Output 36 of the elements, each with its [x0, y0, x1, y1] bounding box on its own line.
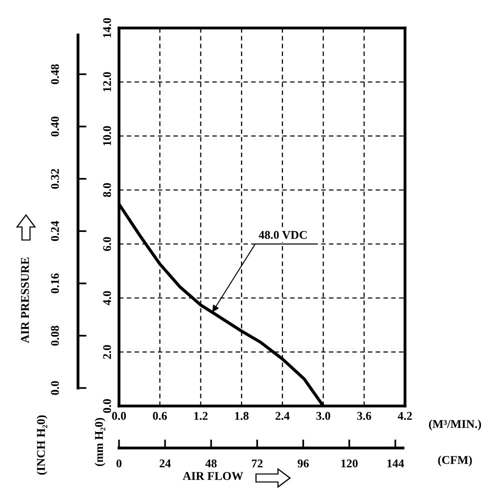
y-tick-label: 14.0 [103, 18, 112, 38]
x2-tick-label: 0 [116, 459, 122, 468]
y-tick-label: 12.0 [103, 72, 112, 92]
x2-tick-label: 72 [252, 459, 263, 468]
x2-tick-label: 96 [298, 459, 309, 468]
y2-tick-label: 0.16 [50, 273, 59, 294]
x-tick-label: 0.0 [112, 412, 126, 420]
y-tick-label: 10.0 [103, 126, 112, 146]
y2-axis-title: (INCH H₂0) [36, 415, 48, 475]
y-tick-label: 6.0 [103, 237, 112, 251]
text: AIR PRESSURE [21, 257, 29, 344]
x2-tick-label: 24 [160, 459, 171, 468]
text: 48.0 VDC [258, 230, 307, 239]
x-tick-label: 3.0 [316, 412, 330, 420]
y-axis-title: (mm H₂0) [94, 418, 106, 466]
x2-tick-label: 48 [205, 459, 217, 468]
y2-tick-label: 0.40 [50, 116, 59, 136]
x2-tick-label: 120 [341, 459, 358, 468]
y-tick-label: 4.0 [103, 291, 112, 306]
y2-tick-label: 0.24 [50, 221, 59, 241]
x-axis-title: (M³/MIN.) [429, 420, 481, 430]
y-tick-label: 8.0 [103, 183, 112, 197]
y2-tick-label: 0.0 [50, 381, 59, 395]
x-tick-label: 0.6 [152, 412, 167, 420]
x-tick-label: 4.2 [398, 412, 412, 420]
x-tick-label: 2.4 [276, 412, 290, 420]
x-tick-label: 3.6 [357, 412, 372, 420]
x2-axis-title: (CFM) [438, 456, 472, 466]
y2-tick-label: 0.08 [50, 326, 59, 346]
x-tick-label: 1.8 [235, 412, 249, 420]
text: AIR FLOW [182, 472, 244, 480]
y2-tick-label: 0.48 [50, 64, 59, 84]
y-tick-label: 2.0 [103, 345, 112, 359]
y2-tick-label: 0.32 [50, 168, 59, 189]
x2-tick-label: 144 [387, 460, 404, 468]
x-tick-label: 1.2 [194, 412, 208, 420]
